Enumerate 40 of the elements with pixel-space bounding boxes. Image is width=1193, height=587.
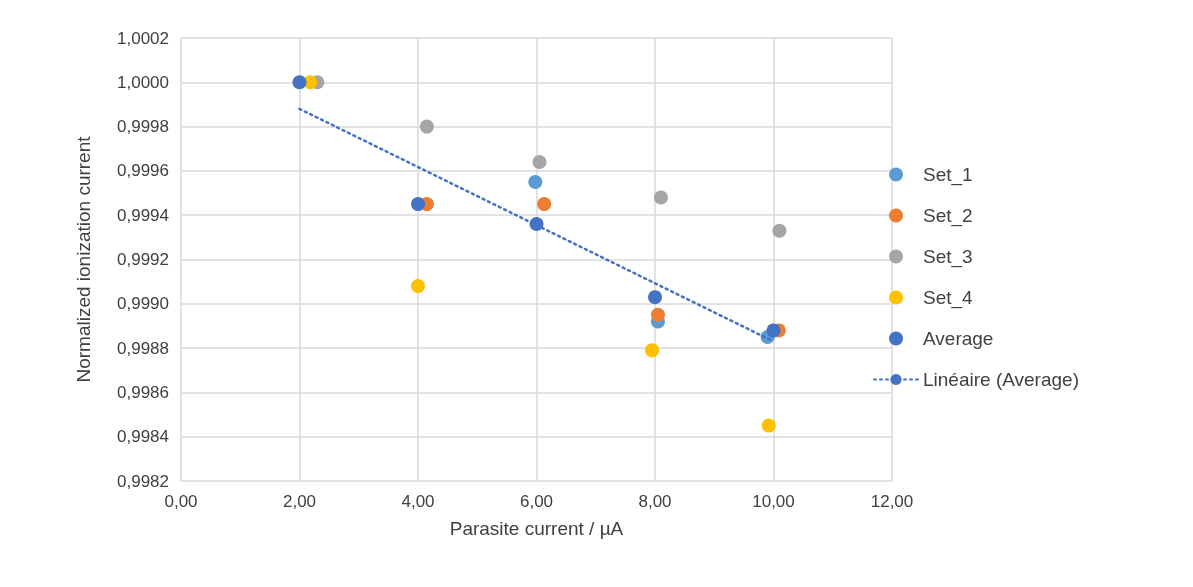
legend-label: Set_1: [923, 164, 973, 186]
legend-label: Linéaire (Average): [923, 369, 1079, 390]
x-tick-label: 2,00: [282, 492, 317, 511]
x-tick-label: 4,00: [401, 492, 435, 511]
x-tick-label: 10,00: [752, 492, 795, 511]
y-tick-label: 0,9986: [117, 382, 169, 402]
point: [761, 418, 776, 433]
y-tick-label: 1,0002: [117, 28, 169, 48]
point: [537, 197, 552, 212]
point: [292, 75, 307, 90]
legend-label: Average: [923, 328, 994, 349]
point: [772, 223, 787, 238]
point: [645, 343, 660, 358]
point: [528, 174, 543, 189]
y-tick-label: 0,9982: [117, 471, 169, 491]
x-tick-label: 8,00: [638, 492, 672, 511]
x-tick-label: 0,00: [164, 492, 198, 511]
point: [411, 279, 425, 294]
y-tick-label: 0,9990: [117, 294, 169, 314]
y-tick-label: 0,9992: [117, 250, 169, 269]
legend-label: Set_4: [923, 287, 974, 309]
y-tick-label: 0,9998: [117, 117, 169, 137]
y-tick-label: 0,9994: [117, 205, 169, 225]
point: [411, 197, 425, 212]
point: [532, 155, 547, 170]
point: [653, 190, 668, 205]
point: [650, 307, 665, 322]
point: [648, 290, 662, 305]
x-tick-label: 12,00: [870, 492, 914, 511]
point: [766, 323, 781, 338]
point: [419, 119, 434, 134]
legend-label: Set_2: [923, 205, 973, 227]
y-tick-label: 0,9996: [117, 161, 169, 181]
x-tick-label: 6,00: [519, 492, 554, 511]
y-tick-label: 0,9984: [117, 427, 169, 447]
x-axis-title: Parasite current / µA: [449, 518, 624, 539]
legend-label: Set_3: [923, 246, 973, 268]
y-tick-label: 1,0000: [117, 72, 169, 92]
y-tick-label: 0,9988: [117, 338, 169, 358]
y-axis-title: Normalized ionization current: [73, 135, 94, 383]
